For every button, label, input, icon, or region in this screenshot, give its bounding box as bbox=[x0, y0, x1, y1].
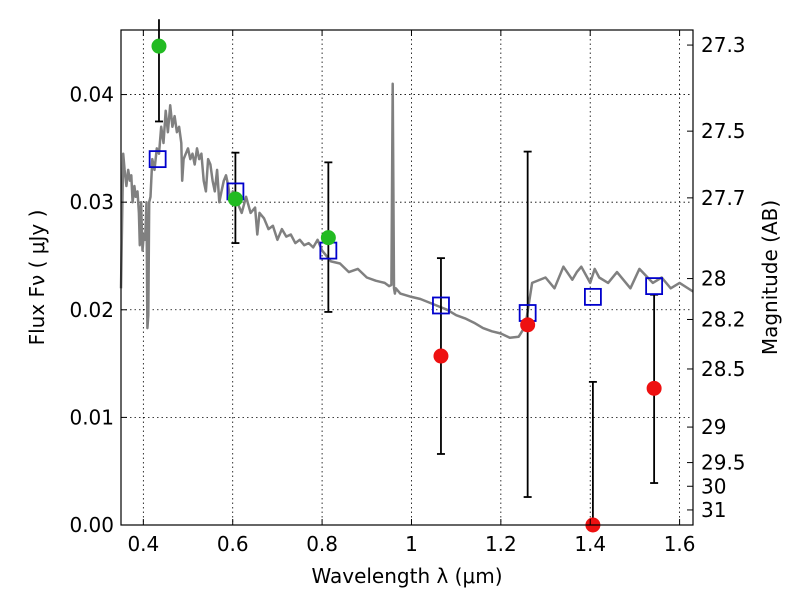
y2-tick-label: 27.5 bbox=[701, 119, 746, 143]
model-photometry-square bbox=[148, 150, 167, 169]
x-tick-label: 0.4 bbox=[127, 532, 159, 556]
y2-tick-label: 28.5 bbox=[701, 357, 746, 381]
y2-tick-label: 30 bbox=[701, 474, 726, 498]
plot-frame bbox=[120, 29, 694, 526]
y-tick-label: 0.03 bbox=[69, 190, 114, 214]
y2-tick-label: 29.5 bbox=[701, 451, 746, 475]
y-tick-label: 0.04 bbox=[69, 83, 114, 107]
y2-tick-label: 28 bbox=[701, 267, 726, 291]
x-tick-label: 1 bbox=[405, 532, 418, 556]
y2-tick-label: 27.7 bbox=[701, 186, 746, 210]
y-axis-label: Flux Fν ( μJy ) bbox=[25, 210, 49, 346]
model-photometry-square bbox=[645, 277, 664, 296]
y2-axis-label: Magnitude (AB) bbox=[758, 200, 782, 355]
y-tick-label: 0.02 bbox=[69, 298, 114, 322]
x-axis-label: Wavelength λ (μm) bbox=[311, 564, 502, 588]
y2-tick-label: 31 bbox=[701, 498, 726, 522]
y2-tick-label: 27.3 bbox=[701, 33, 746, 57]
y-tick-label: 0.00 bbox=[69, 513, 114, 537]
upper-limit-point bbox=[520, 317, 536, 333]
model-photometry-square bbox=[432, 296, 450, 315]
detection-point bbox=[320, 230, 336, 246]
grid bbox=[121, 30, 693, 526]
x-tick-label: 0.6 bbox=[217, 532, 249, 556]
upper-limit-point bbox=[646, 380, 662, 396]
upper-limit-point bbox=[433, 348, 449, 364]
axis-ticks: 0.4 0.6 0.8 1 1.2 1.4 1.6 0.00 0.01 0.02 0.03 0.04 2… bbox=[69, 30, 746, 556]
x-tick-label: 1.4 bbox=[574, 532, 606, 556]
detection-point bbox=[227, 191, 243, 207]
sed-line bbox=[119, 82, 694, 340]
model-photometry-square bbox=[584, 287, 602, 306]
y2-tick-label: 28.2 bbox=[701, 307, 746, 331]
x-tick-label: 1.6 bbox=[664, 532, 696, 556]
sed-model-line bbox=[119, 82, 694, 340]
y-tick-label: 0.01 bbox=[69, 405, 114, 429]
y2-tick-label: 29 bbox=[701, 415, 726, 439]
data-markers bbox=[148, 38, 664, 533]
x-tick-label: 0.8 bbox=[306, 532, 338, 556]
detection-point bbox=[151, 38, 167, 54]
x-tick-label: 1.2 bbox=[485, 532, 517, 556]
